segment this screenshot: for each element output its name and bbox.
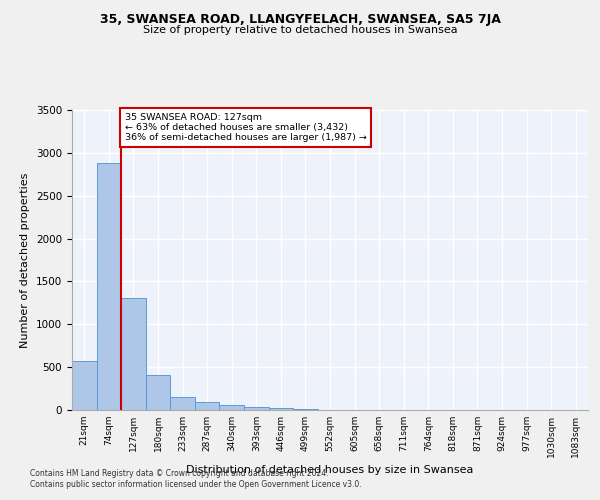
Bar bbox=[72, 361, 97, 410]
Bar bbox=[121, 298, 146, 410]
Text: 35, SWANSEA ROAD, LLANGYFELACH, SWANSEA, SA5 7JA: 35, SWANSEA ROAD, LLANGYFELACH, SWANSEA,… bbox=[100, 12, 500, 26]
Bar bbox=[146, 376, 170, 410]
Bar bbox=[97, 163, 121, 410]
Bar bbox=[269, 408, 293, 410]
Bar bbox=[244, 407, 269, 410]
Bar bbox=[170, 396, 195, 410]
Bar bbox=[293, 409, 318, 410]
Text: Size of property relative to detached houses in Swansea: Size of property relative to detached ho… bbox=[143, 25, 457, 35]
Text: 35 SWANSEA ROAD: 127sqm
← 63% of detached houses are smaller (3,432)
36% of semi: 35 SWANSEA ROAD: 127sqm ← 63% of detache… bbox=[125, 112, 367, 142]
X-axis label: Distribution of detached houses by size in Swansea: Distribution of detached houses by size … bbox=[187, 466, 473, 475]
Bar bbox=[220, 405, 244, 410]
Text: Contains public sector information licensed under the Open Government Licence v3: Contains public sector information licen… bbox=[30, 480, 362, 489]
Text: Contains HM Land Registry data © Crown copyright and database right 2024.: Contains HM Land Registry data © Crown c… bbox=[30, 468, 329, 477]
Y-axis label: Number of detached properties: Number of detached properties bbox=[20, 172, 31, 348]
Bar bbox=[195, 402, 220, 410]
